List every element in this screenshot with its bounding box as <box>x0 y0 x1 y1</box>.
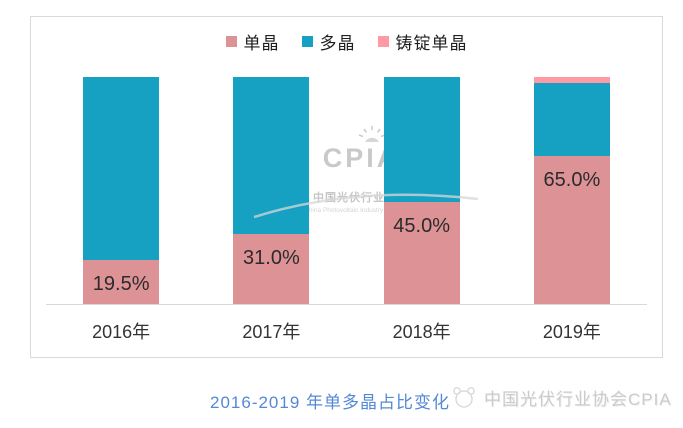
data-label: 45.0% <box>393 214 450 237</box>
bar-segment-多晶 <box>83 77 160 260</box>
data-label: 31.0% <box>243 246 300 269</box>
bar-slot-2016年: 19.5% <box>46 77 196 304</box>
panda-logo-icon <box>453 387 475 408</box>
bar-slot-2017年: 31.0% <box>196 77 346 304</box>
legend-item-2: 铸锭单晶 <box>377 29 468 54</box>
x-axis-label-2018年: 2018年 <box>392 322 451 342</box>
legend-item-1: 多晶 <box>301 29 356 54</box>
bar-segment-多晶 <box>383 77 460 202</box>
bar-slot-2019年: 65.0% <box>497 77 647 304</box>
data-label: 65.0% <box>543 169 601 192</box>
bar-slot-2018年: 45.0% <box>347 77 497 304</box>
bar-segment-铸锭单晶 <box>533 77 610 83</box>
bar-segment-多晶 <box>533 82 610 157</box>
x-axis-label-2017年: 2017年 <box>242 322 301 342</box>
bar-segment-多晶 <box>233 77 310 234</box>
source-label: 中国光伏行业协会CPIA <box>484 389 672 409</box>
stacked-bar-2019年: 65.0% <box>533 77 610 304</box>
legend-label: 单晶 <box>243 33 280 53</box>
bar-segment-单晶: 19.5% <box>83 259 160 304</box>
legend-label: 多晶 <box>319 33 356 53</box>
source-attribution: 中国光伏行业协会CPIA <box>450 384 672 410</box>
bar-segment-单晶: 65.0% <box>533 156 610 304</box>
chart-frame: 单晶 多晶 铸锭单晶 19.5% 31.0% 45.0% 65.0% CPIA 中国光伏行… <box>30 16 663 358</box>
data-label: 19.5% <box>92 272 150 295</box>
x-axis-label-2019年: 2019年 <box>542 322 601 342</box>
stacked-bar-2016年: 19.5% <box>83 77 160 304</box>
legend-swatch-icon <box>225 35 237 47</box>
x-axis-label-2016年: 2016年 <box>92 322 151 342</box>
bar-segment-单晶: 45.0% <box>383 201 460 304</box>
legend-swatch-icon <box>301 35 313 47</box>
stacked-bar-2017年: 31.0% <box>233 77 310 304</box>
chart-caption: 2016-2019 年单多晶占比变化 <box>210 393 451 412</box>
stacked-bar-2018年: 45.0% <box>383 77 460 304</box>
sun-icon <box>358 126 386 142</box>
legend-swatch-icon <box>377 35 389 47</box>
chart-legend: 单晶 多晶 铸锭单晶 <box>31 29 662 53</box>
bar-segment-单晶: 31.0% <box>233 233 310 304</box>
plot-area: 19.5% 31.0% 45.0% 65.0% <box>46 77 647 305</box>
x-axis-line <box>46 304 647 305</box>
legend-item-0: 单晶 <box>225 29 280 54</box>
x-axis-labels: 2016年 2017年 2018年 2019年 <box>46 320 647 344</box>
legend-label: 铸锭单晶 <box>395 33 468 53</box>
